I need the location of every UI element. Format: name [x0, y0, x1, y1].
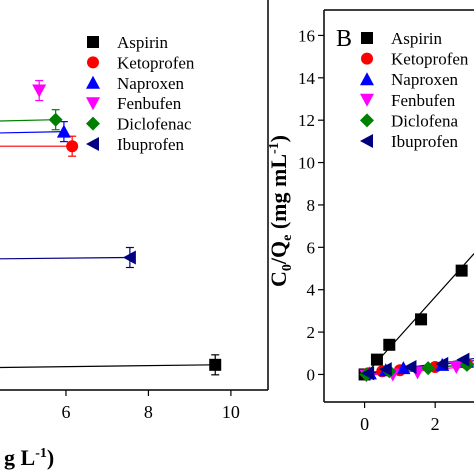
panel-b-y-axis-label: C0/Qe (mg mL-1)	[266, 135, 295, 287]
panel-b-legend-marker-ibuprofen	[360, 134, 373, 148]
panel-b-axes: 0 2 4 6 8 10 12 14 16 0 2	[298, 9, 474, 434]
panel-b-legend-label-aspirin: Aspirin	[391, 29, 443, 48]
panel-a-legend-label-naproxen: Naproxen	[117, 74, 185, 93]
panel-a-x-axis-label: g L-1)	[4, 445, 54, 470]
panel-a-legend-label-diclofenac: Diclofenac	[117, 115, 192, 134]
panel-b-point-diclofenac	[421, 361, 436, 376]
panel-b-y-label-unit: (mg mL	[266, 154, 291, 235]
panel-a-legend-label-aspirin: Aspirin	[117, 33, 169, 52]
panel-b-point-ibuprofen	[435, 356, 449, 371]
panel-a-fit-ibuprofen	[0, 256, 130, 260]
panel-a-legend-marker-aspirin	[87, 36, 99, 48]
panel-b-point-ibuprofen	[378, 362, 392, 377]
panel-a-x-axis: 6 8 10	[0, 0, 269, 422]
panel-a-fit-lines	[0, 119, 216, 369]
panel-a-x-tick-label: 6	[61, 402, 70, 422]
panel-b-legend-label-diclofenac: Diclofena	[391, 111, 458, 130]
panel-a-legend-marker-ketoprofen	[87, 56, 99, 69]
panel-b-legend-label-ibuprofen: Ibuprofen	[391, 132, 459, 151]
panel-a-data-points	[32, 79, 222, 376]
panel-a-legend-marker-diclofenac	[86, 116, 100, 131]
panel-b-legend-label-naproxen: Naproxen	[391, 70, 459, 89]
panel-b-y-label-sube: e	[280, 235, 295, 241]
panel-a-x-label-exponent: -1	[35, 446, 47, 461]
panel-a-legend-marker-fenbufen	[86, 97, 100, 111]
panel-b-legend-marker-naproxen	[360, 72, 374, 86]
panel-a-x-label-close: )	[47, 445, 54, 470]
panel-b-y-tick-label: 16	[298, 26, 315, 45]
panel-b-y-tick-label: 2	[307, 323, 316, 342]
panel-a-legend-label-ibuprofen: Ibuprofen	[117, 135, 185, 154]
panel-b-point-aspirin	[415, 313, 428, 326]
panel-b-y-tick-label: 0	[307, 365, 316, 384]
panel-b-y-tick-label: 4	[307, 281, 316, 300]
panel-b-y-tick-label: 10	[298, 154, 315, 173]
panel-b-legend-marker-aspirin	[361, 32, 373, 44]
panel-a-point-aspirin	[209, 358, 222, 371]
panel-b-point-ibuprofen	[456, 352, 470, 367]
panel-a-point-naproxen	[56, 124, 71, 138]
panel-a-x-tick-label: 8	[144, 402, 153, 422]
panel-b-legend-marker-fenbufen	[360, 93, 374, 107]
panel-b-y-label-q: /Q	[266, 241, 291, 265]
panel-a-legend-marker-naproxen	[86, 75, 100, 89]
panel-b-label: B	[336, 26, 352, 52]
panel-b-legend-marker-ketoprofen	[361, 52, 373, 65]
panel-a-point-ibuprofen	[122, 250, 136, 265]
panel-b-point-aspirin	[370, 353, 383, 366]
panel-a-point-diclofenac	[48, 112, 63, 127]
panel-b-point-ibuprofen	[403, 360, 417, 375]
panel-b-y-tick-label: 12	[298, 111, 315, 130]
panel-a-legend-marker-ibuprofen	[86, 137, 99, 151]
panel-b-legend-marker-diclofenac	[360, 113, 374, 128]
panel-a-x-label-text: g L	[4, 445, 35, 470]
panel-a-point-ketoprofen	[66, 140, 79, 153]
panel-a-legend-label-fenbufen: Fenbufen	[117, 94, 182, 113]
panel-b-y-label-sub0: 0	[280, 264, 295, 271]
panel-a-legend-label-ketoprofen: Ketoprofen	[117, 53, 195, 72]
panel-b-y-tick-label: 6	[307, 238, 316, 257]
panel-b-legend-label-ketoprofen: Ketoprofen	[391, 50, 469, 69]
panel-b-data-points	[358, 264, 474, 383]
panel-b-legend-label-fenbufen: Fenbufen	[391, 91, 456, 110]
panel-b-point-aspirin	[383, 338, 396, 351]
panel-b-x-tick-label: 0	[360, 414, 369, 434]
panel-a-fit-naproxen	[0, 131, 64, 134]
panel-b-x-tick-label: 2	[431, 414, 440, 434]
panel-b-point-ibuprofen	[361, 366, 375, 381]
panel-b-y-label-exp: -1	[267, 142, 282, 154]
panel-a-fit-diclofenac	[0, 119, 56, 122]
panel-b-point-fenbufen	[449, 361, 464, 375]
panel-b-y-label-close: )	[266, 135, 291, 142]
panel-b-y-label-c: C	[266, 271, 291, 287]
panel-a-point-fenbufen	[32, 84, 47, 98]
panel-b-y-tick-label: 8	[307, 196, 316, 215]
panel-b-point-naproxen	[396, 361, 411, 375]
panel-b-point-aspirin	[455, 264, 468, 277]
panel-b: 0 2 4 6 8 10 12 14 16 0 2 Aspirin KetoprofenNaproxe…	[266, 9, 474, 434]
panel-b-y-tick-label: 14	[298, 69, 316, 88]
panel-a-x-tick-label: 10	[222, 402, 240, 422]
panel-a-fit-aspirin	[0, 364, 216, 369]
